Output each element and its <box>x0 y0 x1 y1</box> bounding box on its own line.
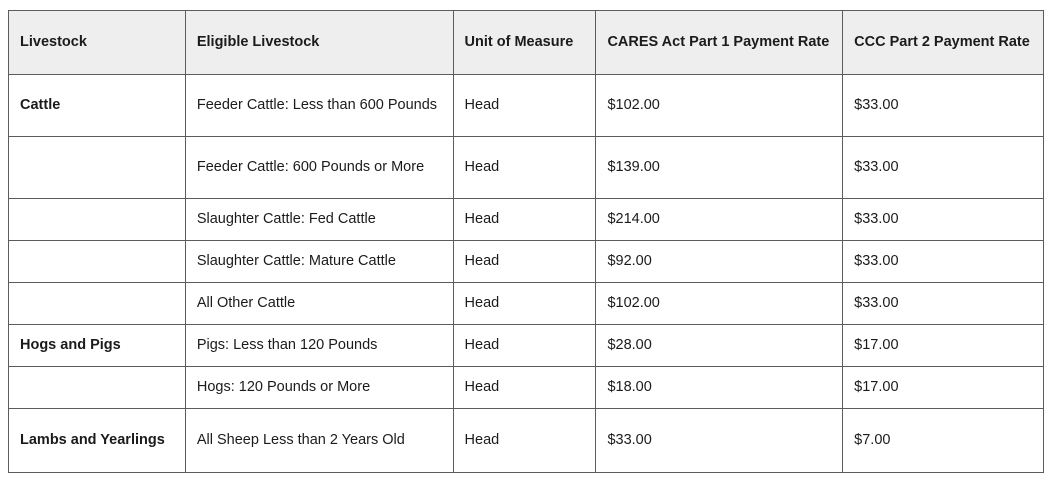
ccc-rate-cell: $17.00 <box>842 324 1044 367</box>
unit-cell: Head <box>452 240 597 283</box>
cares-rate-cell: $102.00 <box>595 74 844 137</box>
cares-rate-cell: $102.00 <box>595 282 844 325</box>
unit-cell: Head <box>452 366 597 409</box>
livestock-cell <box>8 136 186 199</box>
ccc-rate-cell: $7.00 <box>842 408 1044 473</box>
cares-rate-cell: $92.00 <box>595 240 844 283</box>
table-row: Cattle Feeder Cattle: Less than 600 Poun… <box>8 74 1044 137</box>
eligible-livestock-cell: Hogs: 120 Pounds or More <box>184 366 454 409</box>
ccc-rate-cell: $33.00 <box>842 240 1044 283</box>
cares-rate-cell: $18.00 <box>595 366 844 409</box>
livestock-cell <box>8 240 186 283</box>
eligible-livestock-cell: Slaughter Cattle: Mature Cattle <box>184 240 454 283</box>
eligible-livestock-cell: Slaughter Cattle: Fed Cattle <box>184 198 454 241</box>
table-row: Lambs and Yearlings All Sheep Less than … <box>8 408 1044 473</box>
unit-cell: Head <box>452 136 597 199</box>
cares-rate-cell: $33.00 <box>595 408 844 473</box>
payment-rate-table: Livestock Eligible Livestock Unit of Mea… <box>8 10 1044 473</box>
eligible-livestock-cell: Pigs: Less than 120 Pounds <box>184 324 454 367</box>
eligible-livestock-cell: Feeder Cattle: Less than 600 Pounds <box>184 74 454 137</box>
unit-cell: Head <box>452 324 597 367</box>
table-header-row: Livestock Eligible Livestock Unit of Mea… <box>8 10 1044 75</box>
table-row: Feeder Cattle: 600 Pounds or More Head $… <box>8 136 1044 199</box>
ccc-rate-cell: $33.00 <box>842 198 1044 241</box>
header-unit-of-measure: Unit of Measure <box>452 10 597 75</box>
table-row: All Other Cattle Head $102.00 $33.00 <box>8 282 1044 325</box>
unit-cell: Head <box>452 282 597 325</box>
livestock-cell: Cattle <box>8 74 186 137</box>
eligible-livestock-cell: All Other Cattle <box>184 282 454 325</box>
ccc-rate-cell: $33.00 <box>842 74 1044 137</box>
unit-cell: Head <box>452 198 597 241</box>
table-row: Hogs and Pigs Pigs: Less than 120 Pounds… <box>8 324 1044 367</box>
unit-cell: Head <box>452 74 597 137</box>
ccc-rate-cell: $17.00 <box>842 366 1044 409</box>
table-row: Hogs: 120 Pounds or More Head $18.00 $17… <box>8 366 1044 409</box>
header-eligible-livestock: Eligible Livestock <box>184 10 454 75</box>
payment-rate-table-container: Livestock Eligible Livestock Unit of Mea… <box>8 10 1044 473</box>
header-livestock: Livestock <box>8 10 186 75</box>
table-row: Slaughter Cattle: Mature Cattle Head $92… <box>8 240 1044 283</box>
cares-rate-cell: $214.00 <box>595 198 844 241</box>
cares-rate-cell: $139.00 <box>595 136 844 199</box>
eligible-livestock-cell: Feeder Cattle: 600 Pounds or More <box>184 136 454 199</box>
ccc-rate-cell: $33.00 <box>842 282 1044 325</box>
livestock-cell <box>8 366 186 409</box>
livestock-cell <box>8 198 186 241</box>
table-row: Slaughter Cattle: Fed Cattle Head $214.0… <box>8 198 1044 241</box>
header-cares-part1-rate: CARES Act Part 1 Payment Rate <box>595 10 844 75</box>
header-ccc-part2-rate: CCC Part 2 Payment Rate <box>842 10 1044 75</box>
unit-cell: Head <box>452 408 597 473</box>
ccc-rate-cell: $33.00 <box>842 136 1044 199</box>
cares-rate-cell: $28.00 <box>595 324 844 367</box>
livestock-cell: Hogs and Pigs <box>8 324 186 367</box>
eligible-livestock-cell: All Sheep Less than 2 Years Old <box>184 408 454 473</box>
livestock-cell <box>8 282 186 325</box>
livestock-cell: Lambs and Yearlings <box>8 408 186 473</box>
